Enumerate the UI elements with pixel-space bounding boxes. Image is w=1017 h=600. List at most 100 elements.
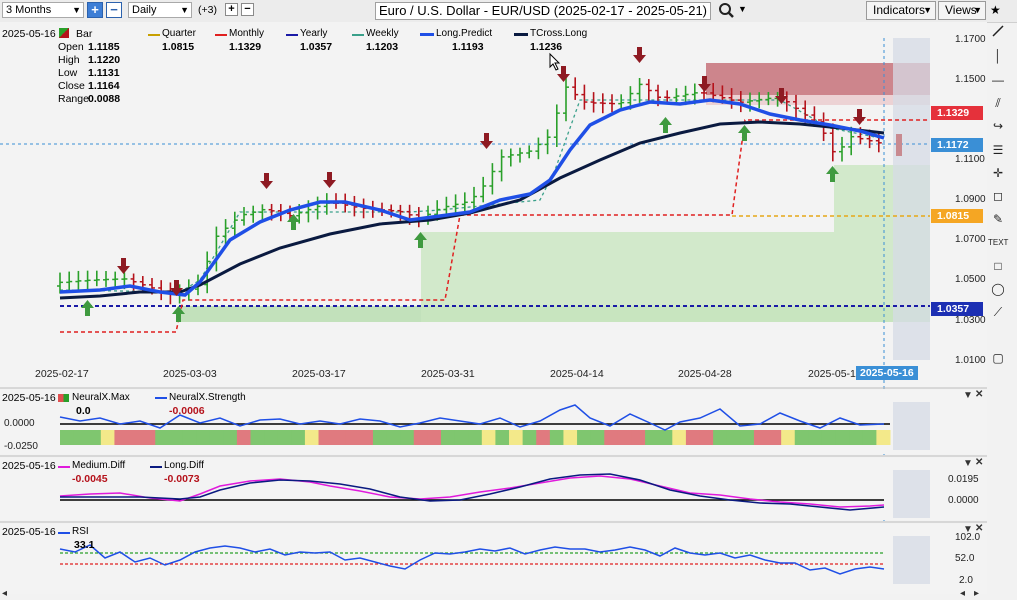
ohlc-value: 1.1185 — [88, 41, 120, 53]
legend-swatch — [352, 34, 364, 36]
neuralx-block — [128, 430, 143, 445]
neuralx-block — [400, 430, 415, 445]
legend-value: 1.0815 — [162, 41, 195, 53]
neuralx-block — [604, 430, 619, 445]
neuralx-block — [590, 430, 605, 445]
neuralx-block — [685, 430, 701, 445]
neuralx-block — [372, 430, 388, 445]
legend-swatch — [514, 33, 528, 36]
long-predict-line — [59, 98, 885, 297]
scroll-left-icon[interactable]: ◂ — [2, 588, 8, 599]
neuralx-block — [821, 430, 837, 445]
chevron-down-icon[interactable]: ▼ — [963, 390, 973, 401]
search-button[interactable] — [718, 2, 736, 23]
neuralx-block — [100, 430, 115, 445]
date-tick: 2025-03-17 — [292, 368, 346, 380]
sell-arrow — [698, 76, 711, 92]
symbol-title-text: Euro / U.S. Dollar - EUR/USD (2025-02-17… — [378, 3, 708, 18]
interval-value: Daily — [132, 4, 157, 16]
text-tool-icon[interactable]: TEXT — [988, 238, 1009, 247]
ohlc-key: Open — [58, 41, 84, 53]
ellipse-tool-icon[interactable]: ◯ — [991, 282, 1005, 296]
scroll-left-icon[interactable]: ◂ — [960, 588, 966, 599]
square-tool-icon[interactable]: ▢ — [992, 351, 1004, 365]
future-zone — [893, 38, 930, 360]
diff-date: 2025-05-16 — [2, 460, 56, 472]
comment-icon[interactable]: ◻ — [993, 189, 1003, 203]
neuralx-blocks — [60, 430, 891, 445]
neuralx-block — [196, 430, 211, 445]
neuralx-block — [155, 430, 170, 445]
buy-arrow — [659, 117, 672, 133]
range-select[interactable]: 3 Months ▼ — [2, 2, 84, 18]
horizontal-line-icon[interactable]: — — [992, 73, 1004, 87]
neuralx-block — [495, 430, 510, 445]
zoom-in-button[interactable]: + — [87, 2, 103, 18]
close-icon[interactable]: ✕ — [975, 523, 984, 534]
neuralx-block — [264, 430, 279, 445]
zoom-out-button[interactable]: − — [106, 2, 122, 18]
bar-swatch-icon — [59, 28, 69, 38]
rsi-name: RSI — [72, 526, 89, 537]
buy-arrow — [414, 232, 427, 248]
chevron-down-icon[interactable]: ▼ — [738, 4, 747, 14]
add-panel-button[interactable]: + — [225, 3, 238, 16]
neuralx-block — [413, 430, 428, 445]
neuralx-block — [522, 430, 537, 445]
neuralx-block — [236, 430, 251, 445]
close-icon[interactable]: ✕ — [975, 389, 984, 400]
views-button[interactable]: Views ▼ — [938, 1, 986, 20]
vertical-line-icon[interactable]: │ — [994, 49, 1002, 63]
close-icon[interactable]: ✕ — [975, 457, 984, 468]
ohlc-key: Range — [58, 93, 89, 105]
legend-swatch — [286, 34, 298, 36]
price-tick: 1.0100 — [955, 355, 986, 366]
crosshair-icon[interactable]: ✛ — [992, 166, 1004, 180]
yearly-price-tag: 1.0357 — [931, 302, 983, 316]
resistance-zone — [706, 63, 930, 95]
rectangle-tool-icon[interactable]: □ — [994, 259, 1002, 273]
channel-tool-icon[interactable]: ⫽ — [995, 96, 1001, 110]
rsi-axis-tick: 102.0 — [955, 532, 981, 543]
toolbar: 3 Months ▼ + − Daily ▼ (+3) + − Euro / U… — [0, 0, 1017, 23]
buy-arrow — [172, 306, 185, 322]
scroll-right-icon[interactable]: ▸ — [974, 588, 980, 599]
current-price-tag: 1.1172 — [931, 138, 983, 152]
curve-tool-icon[interactable]: ↪ — [992, 119, 1004, 133]
neuralx-block — [332, 430, 347, 445]
indicators-button[interactable]: Indicators ▼ — [866, 1, 936, 20]
legend-value: 1.1193 — [452, 41, 484, 53]
buy-arrows — [81, 117, 839, 322]
sell-arrow — [480, 133, 493, 149]
trendline-icon[interactable]: ⟋ — [993, 305, 1003, 319]
star-icon[interactable]: ★ — [990, 3, 1001, 17]
neuralx-block — [672, 430, 687, 445]
neuralx-block — [645, 430, 660, 445]
neuralx-block — [862, 430, 877, 445]
brush-icon[interactable]: ✎ — [992, 212, 1004, 226]
neuralx-block — [87, 430, 102, 445]
neuralx-block — [876, 430, 891, 445]
line-tool-icon[interactable] — [988, 24, 1008, 44]
legend-name: Weekly — [366, 28, 399, 39]
neuralx-block — [223, 430, 238, 445]
cursor-date-tag: 2025-05-16 — [856, 366, 918, 380]
chevron-down-icon[interactable]: ▼ — [963, 524, 973, 535]
quarter-zone — [421, 232, 930, 322]
diff-axis-tick: 0.0195 — [948, 474, 979, 485]
ohlc-value: 1.1164 — [88, 80, 120, 92]
symbol-title[interactable]: Euro / U.S. Dollar - EUR/USD (2025-02-17… — [375, 2, 711, 20]
neuralx-block — [345, 430, 360, 445]
current-bar-marker — [896, 134, 902, 156]
interval-select[interactable]: Daily ▼ — [128, 2, 192, 18]
chevron-down-icon[interactable]: ▼ — [963, 458, 973, 469]
neuralx-block — [631, 430, 646, 445]
neuralx-block — [767, 430, 782, 445]
neuralx-block — [114, 430, 129, 445]
buy-arrow — [738, 125, 751, 141]
neuralx-block — [168, 430, 183, 445]
indicators-label: Indicators — [873, 3, 926, 17]
remove-panel-button[interactable]: − — [241, 3, 254, 16]
fibonacci-icon[interactable]: ☰ — [992, 143, 1004, 157]
price-tick: 1.0500 — [955, 274, 986, 285]
